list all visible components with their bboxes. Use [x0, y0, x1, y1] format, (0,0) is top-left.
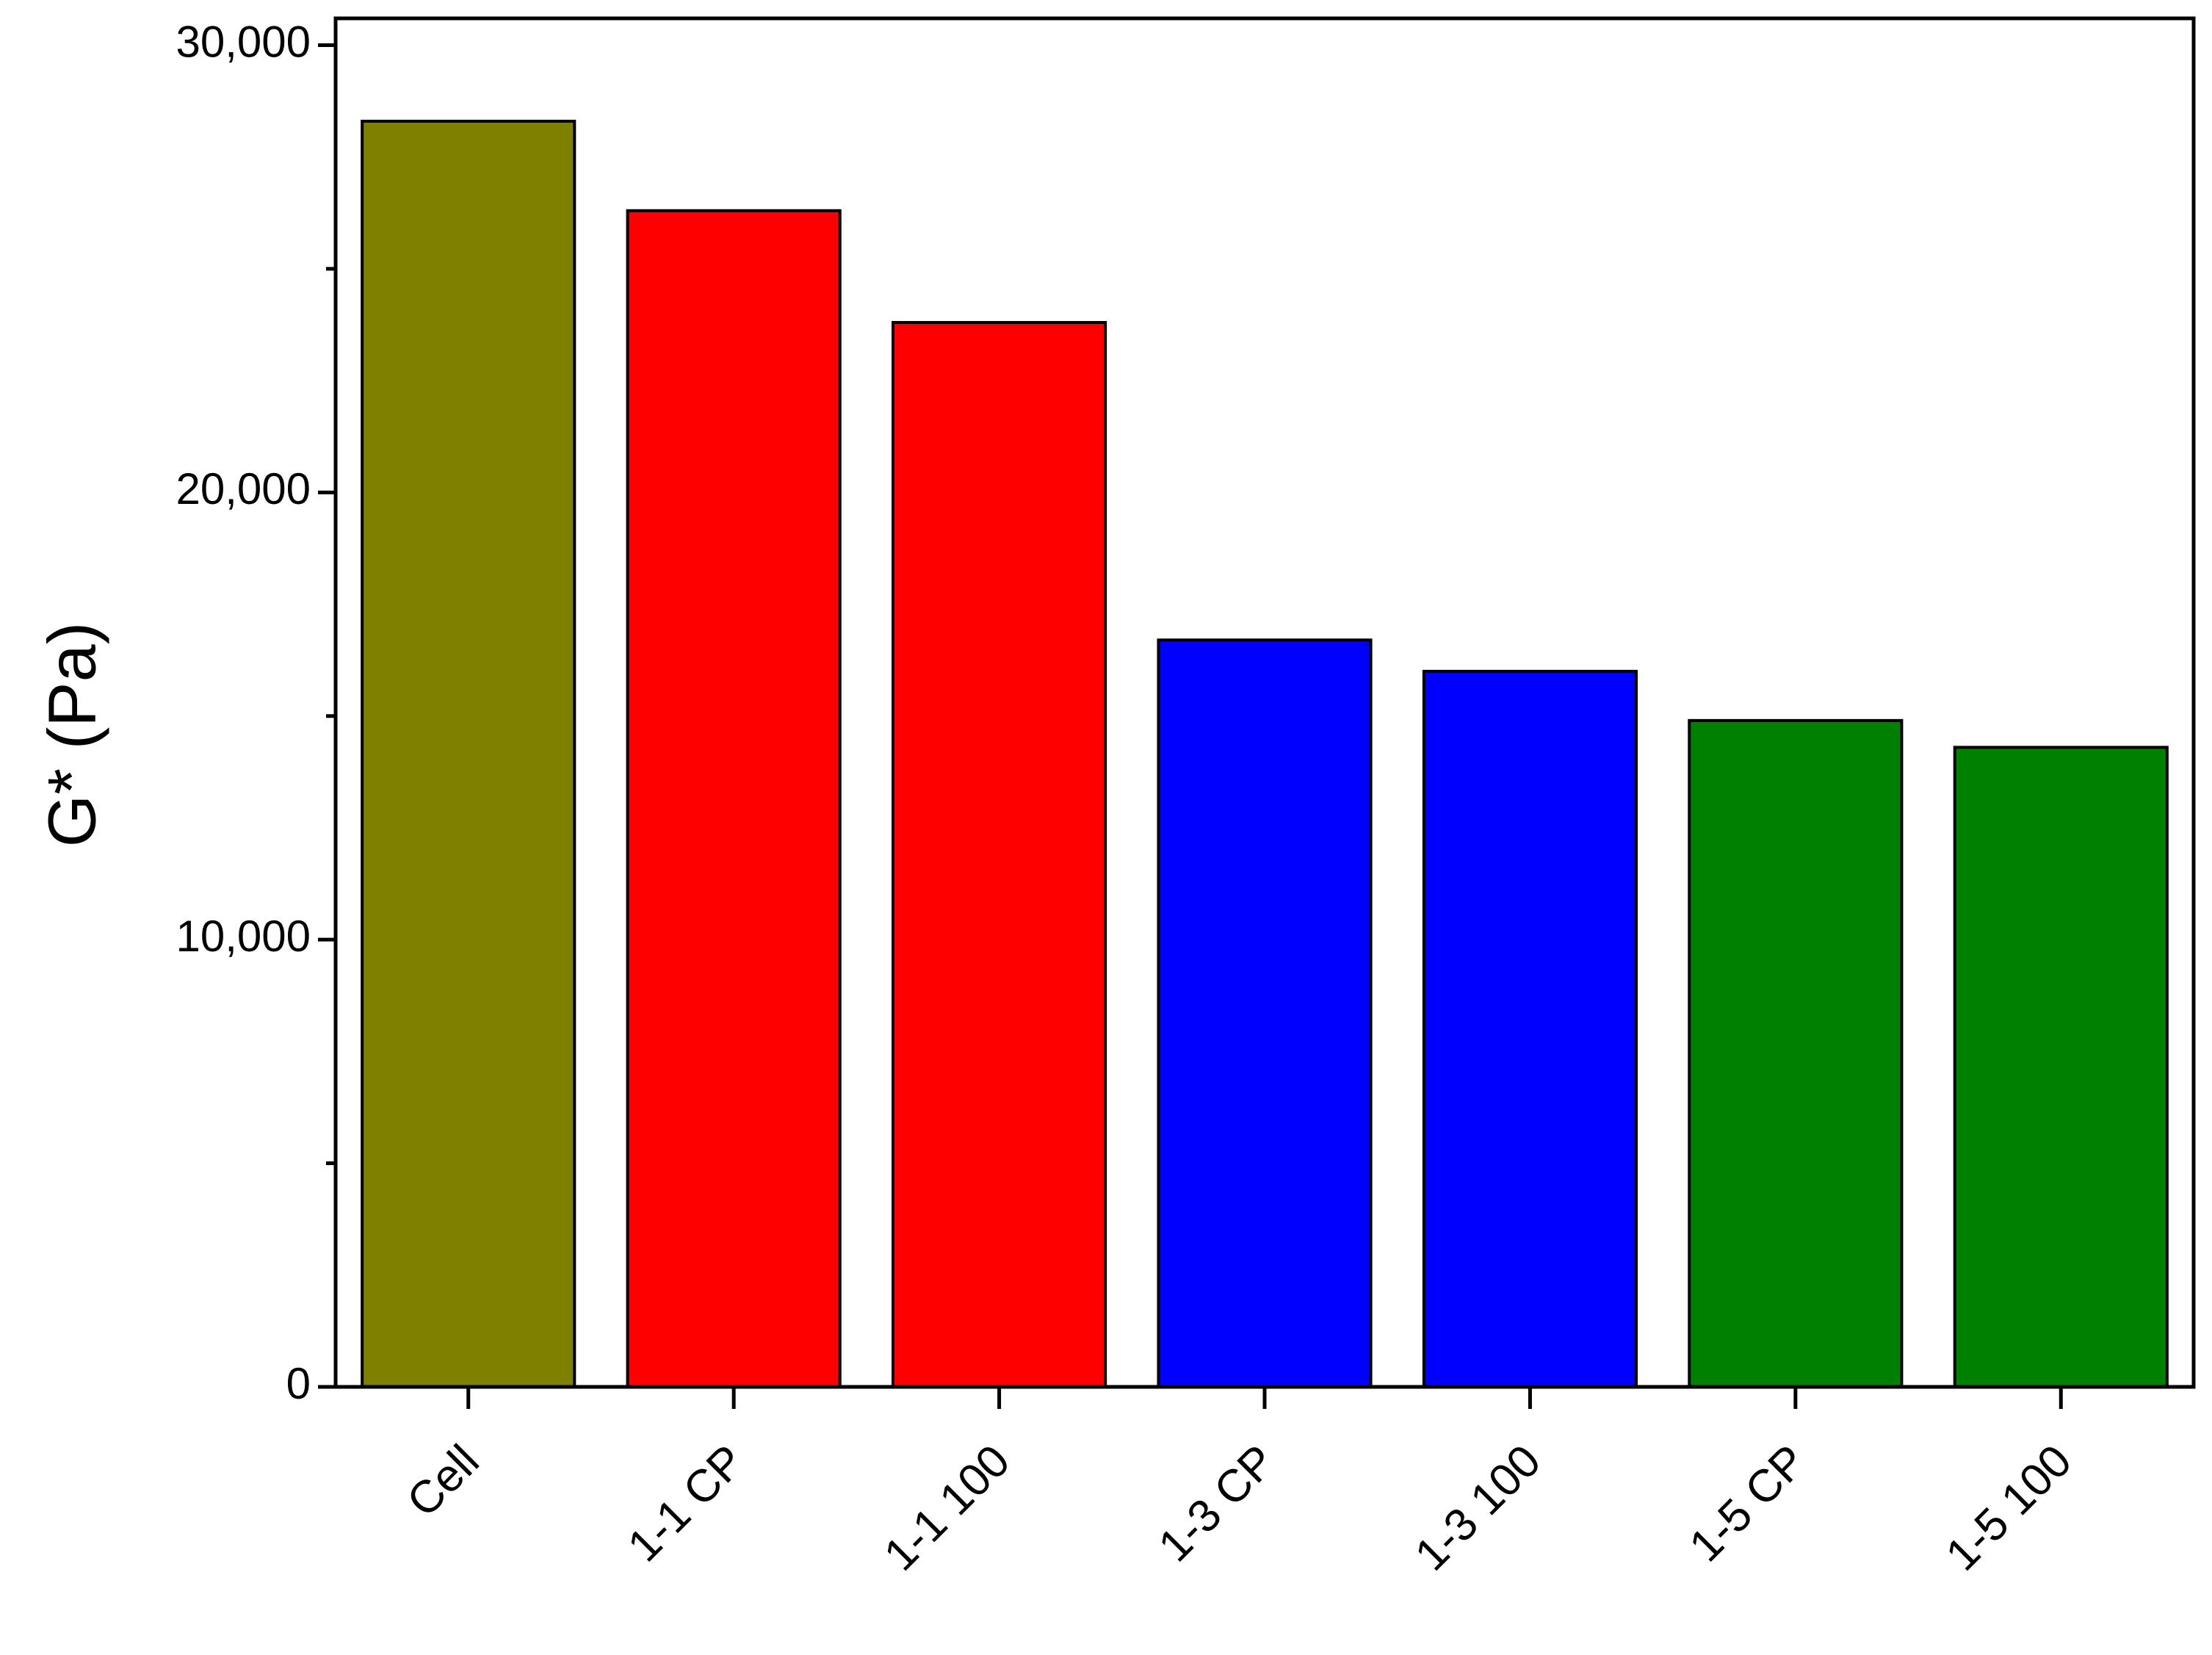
y-tick-label: 20,000 [176, 464, 311, 513]
x-tick-label: 1-1 CP [618, 1435, 754, 1571]
bar [626, 209, 842, 1389]
x-tick-label: 1-5 100 [1937, 1435, 2081, 1580]
bar [1422, 669, 1638, 1388]
bar [1157, 638, 1373, 1388]
plot-frame [333, 16, 2196, 1389]
y-tick-label: 0 [286, 1359, 311, 1408]
x-tick-label: Cell [397, 1435, 488, 1526]
bar [361, 120, 577, 1388]
x-tick-label: 1-3 CP [1149, 1435, 1285, 1571]
y-tick-label: 10,000 [176, 912, 311, 961]
y-axis-label: G* (Pa) [35, 622, 109, 848]
bar [1953, 746, 2169, 1388]
y-tick-label: 30,000 [176, 17, 311, 66]
bar [892, 321, 1107, 1388]
x-tick-label: 1-1 100 [875, 1435, 1019, 1580]
bar [1688, 718, 1904, 1388]
x-tick-label: 1-5 CP [1680, 1435, 1816, 1571]
x-tick-label: 1-3 100 [1406, 1435, 1550, 1580]
